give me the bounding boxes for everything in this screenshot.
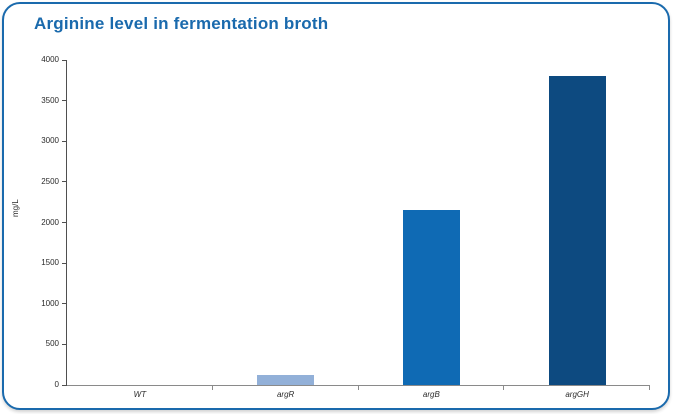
y-tick-mark <box>62 303 67 305</box>
plot-area: 0 500 1000 1500 2000 2500 3000 3500 4000 WT argR ar… <box>41 56 650 399</box>
y-tick-mark <box>62 59 67 61</box>
x-tick-mark <box>357 385 359 390</box>
y-axis-title: mg/L <box>11 199 20 217</box>
y-tick-label: 2500 <box>41 176 59 186</box>
y-tick-label: 4000 <box>41 55 59 64</box>
bar-argB <box>402 210 460 385</box>
y-tick-label: 3500 <box>41 95 59 105</box>
y-tick-mark <box>62 384 67 386</box>
x-category-label: WT <box>133 390 147 399</box>
y-tick-mark <box>62 100 67 102</box>
y-tick-mark <box>62 343 67 345</box>
y-tick-label: 3000 <box>41 136 59 146</box>
y-tick-mark <box>62 222 67 223</box>
chart-card: Arginine level in fermentation broth mg/… <box>2 2 670 410</box>
bar-argGH <box>548 76 606 385</box>
x-category-label: argB <box>422 390 440 399</box>
y-tick-label: 1500 <box>41 258 59 268</box>
y-tick-label: 2000 <box>41 217 59 227</box>
y-tick-mark <box>62 262 67 264</box>
bar-argR <box>257 375 315 385</box>
x-category-label: argR <box>276 390 295 399</box>
y-tick-label: 500 <box>45 339 59 349</box>
y-tick-mark <box>62 140 67 142</box>
chart-title: Arginine level in fermentation broth <box>34 14 329 33</box>
x-tick-mark <box>503 385 505 390</box>
x-category-label: argGH <box>565 390 589 399</box>
y-tick-mark <box>62 181 67 183</box>
y-tick-label: 0 <box>54 380 59 389</box>
y-tick-label: 1000 <box>41 298 59 308</box>
x-tick-mark <box>649 385 650 390</box>
x-tick-mark <box>211 385 213 390</box>
